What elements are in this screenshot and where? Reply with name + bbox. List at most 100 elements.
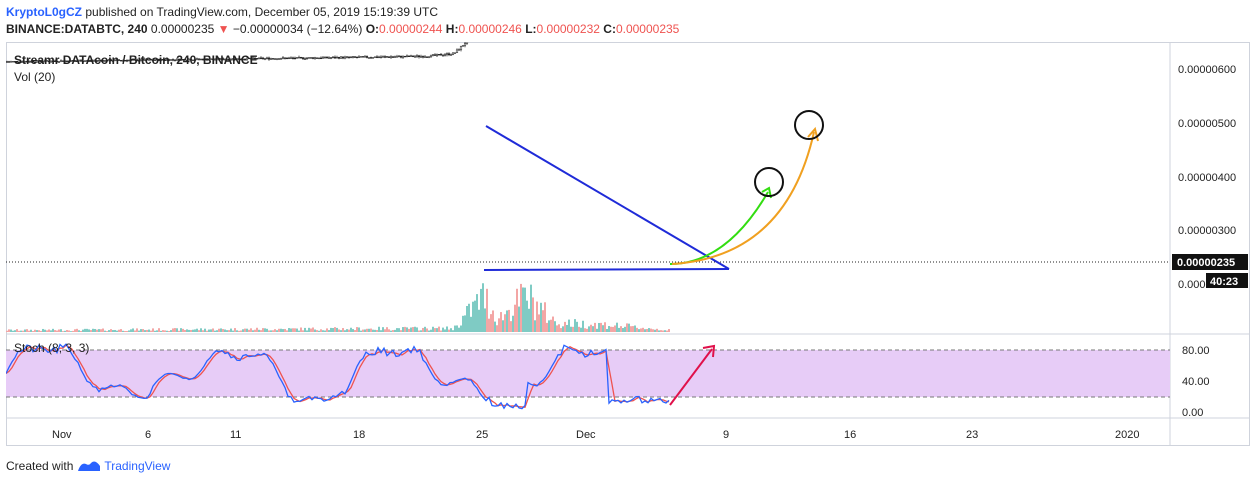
candle bbox=[363, 56, 367, 58]
tradingview-link[interactable]: TradingView bbox=[77, 458, 170, 474]
chart-canvas[interactable]: Streamr DATAcoin / Bitcoin, 240, BINANCE… bbox=[5, 0, 1250, 446]
volume-bar bbox=[610, 326, 612, 332]
volume-bar bbox=[532, 297, 534, 332]
volume-bar bbox=[428, 330, 430, 332]
time-axis[interactable]: Nov 6 11 18 25 Dec 9 16 23 2020 bbox=[52, 429, 1139, 441]
chart-frame[interactable]: Streamr DATAcoin / Bitcoin, 240, BINANCE… bbox=[5, 0, 1250, 446]
volume-bar bbox=[516, 288, 518, 332]
volume-bar bbox=[16, 329, 18, 332]
volume-bar bbox=[496, 325, 498, 332]
volume-bar bbox=[208, 329, 210, 332]
candle bbox=[153, 59, 157, 61]
volume-bar bbox=[360, 330, 362, 332]
candle bbox=[15, 61, 19, 63]
volume-bar bbox=[612, 326, 614, 332]
candle bbox=[415, 55, 419, 57]
candle bbox=[445, 53, 449, 55]
volume-bar bbox=[566, 324, 568, 332]
volume-bar bbox=[592, 326, 594, 332]
candle bbox=[411, 55, 415, 57]
candle bbox=[215, 58, 219, 60]
candle bbox=[177, 58, 181, 61]
price-axis[interactable]: 0.00000600 0.00000500 0.00000400 0.00000… bbox=[1172, 64, 1248, 291]
green-arrowhead-icon bbox=[761, 186, 772, 199]
candle bbox=[45, 60, 49, 62]
candle bbox=[117, 59, 121, 61]
volume-bar bbox=[170, 330, 172, 332]
volume-bar bbox=[484, 308, 486, 332]
candle bbox=[389, 56, 393, 58]
candle bbox=[405, 55, 409, 57]
orange-projection-arrow[interactable] bbox=[671, 131, 815, 265]
volume-bar bbox=[274, 329, 276, 332]
candle bbox=[379, 56, 383, 59]
volume-bar bbox=[352, 329, 354, 332]
candle bbox=[71, 60, 75, 62]
volume-bar bbox=[308, 327, 310, 332]
candle bbox=[103, 59, 107, 62]
publish-info: published on TradingView.com, December 0… bbox=[85, 5, 439, 19]
candle bbox=[453, 52, 457, 54]
volume-bar bbox=[406, 327, 408, 332]
volume-bar bbox=[598, 322, 600, 332]
volume-bar bbox=[38, 330, 40, 332]
candle bbox=[83, 60, 87, 62]
candle bbox=[89, 60, 93, 62]
volume-bar bbox=[198, 330, 200, 332]
target-circle-2[interactable] bbox=[794, 110, 824, 140]
volume-bar bbox=[368, 328, 370, 332]
volume-bar bbox=[328, 330, 330, 332]
volume-bar bbox=[614, 325, 616, 332]
volume-bar bbox=[36, 330, 38, 332]
candle bbox=[23, 61, 27, 63]
volume-bar bbox=[476, 294, 478, 332]
candle bbox=[423, 56, 427, 58]
candle bbox=[329, 57, 333, 59]
stochastic-pane[interactable]: Stoch (8, 3, 3) 80.00 40.00 0.00 bbox=[5, 341, 1210, 419]
volume-bar bbox=[330, 327, 332, 332]
volume-bar bbox=[342, 328, 344, 332]
volume-bar bbox=[440, 330, 442, 332]
volume-bar bbox=[546, 322, 548, 332]
candle bbox=[319, 57, 323, 60]
volume-bar bbox=[24, 329, 26, 332]
y-tick-label: 0.00000500 bbox=[1178, 118, 1236, 130]
candle bbox=[173, 59, 177, 61]
volume-bar bbox=[492, 310, 494, 332]
candle bbox=[179, 59, 183, 61]
candle bbox=[243, 58, 247, 61]
candle bbox=[19, 61, 23, 63]
candle bbox=[101, 60, 105, 62]
volume-bar bbox=[478, 309, 480, 332]
volume-bar bbox=[132, 328, 134, 332]
candle bbox=[323, 56, 327, 58]
triangle-pattern[interactable] bbox=[483, 125, 730, 271]
candle bbox=[203, 58, 207, 61]
volume-bar bbox=[454, 325, 456, 332]
volume-bar bbox=[200, 328, 202, 332]
high-value: 0.00000246 bbox=[458, 22, 522, 36]
candle bbox=[275, 58, 279, 60]
candle bbox=[437, 54, 441, 56]
candle bbox=[241, 58, 245, 61]
volume-bar bbox=[186, 329, 188, 332]
candle bbox=[139, 59, 143, 61]
author-link[interactable]: KryptoL0gCZ bbox=[6, 5, 82, 19]
volume-bar bbox=[410, 327, 412, 332]
volume-bar bbox=[184, 330, 186, 332]
volume-bar bbox=[574, 319, 576, 332]
volume-bar bbox=[160, 330, 162, 332]
volume-bar bbox=[212, 328, 214, 332]
volume-bar bbox=[442, 327, 444, 332]
candle bbox=[111, 60, 115, 62]
volume-bar bbox=[362, 329, 364, 332]
candle bbox=[113, 59, 117, 61]
candle bbox=[283, 57, 287, 59]
volume-bar bbox=[528, 308, 530, 332]
volume-bar bbox=[68, 330, 70, 332]
candle bbox=[429, 54, 433, 58]
candle bbox=[349, 56, 353, 59]
red-projection-arrow[interactable] bbox=[669, 348, 713, 406]
target-circle-1[interactable] bbox=[754, 167, 784, 197]
volume-bar bbox=[140, 329, 142, 332]
